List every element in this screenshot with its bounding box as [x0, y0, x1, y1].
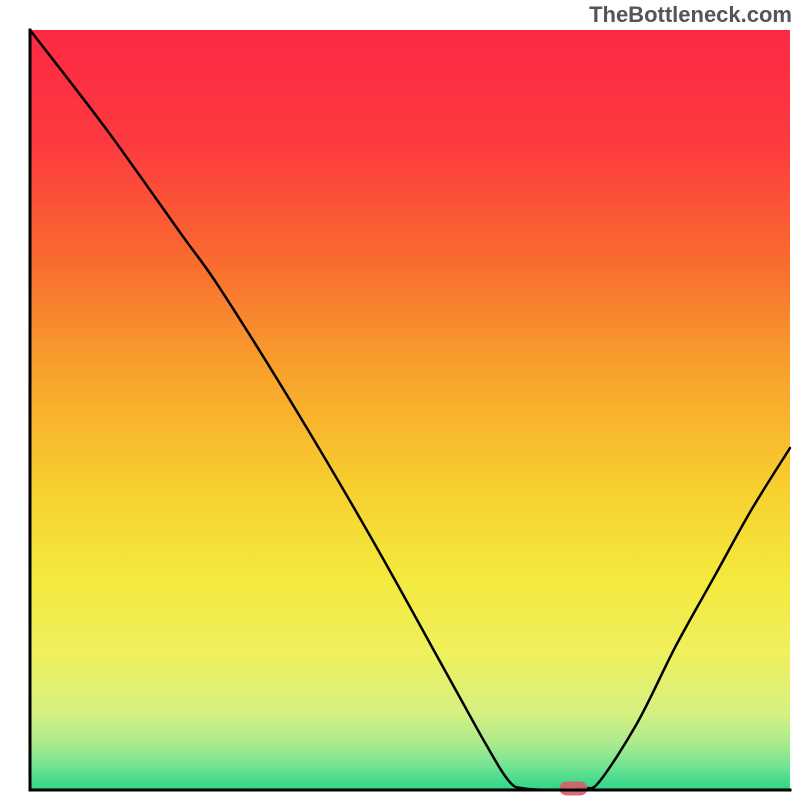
optimal-marker — [559, 781, 587, 795]
watermark-text: TheBottleneck.com — [589, 2, 792, 28]
chart-container: TheBottleneck.com — [0, 0, 800, 800]
gradient-background — [30, 30, 790, 790]
bottleneck-chart — [0, 0, 800, 800]
